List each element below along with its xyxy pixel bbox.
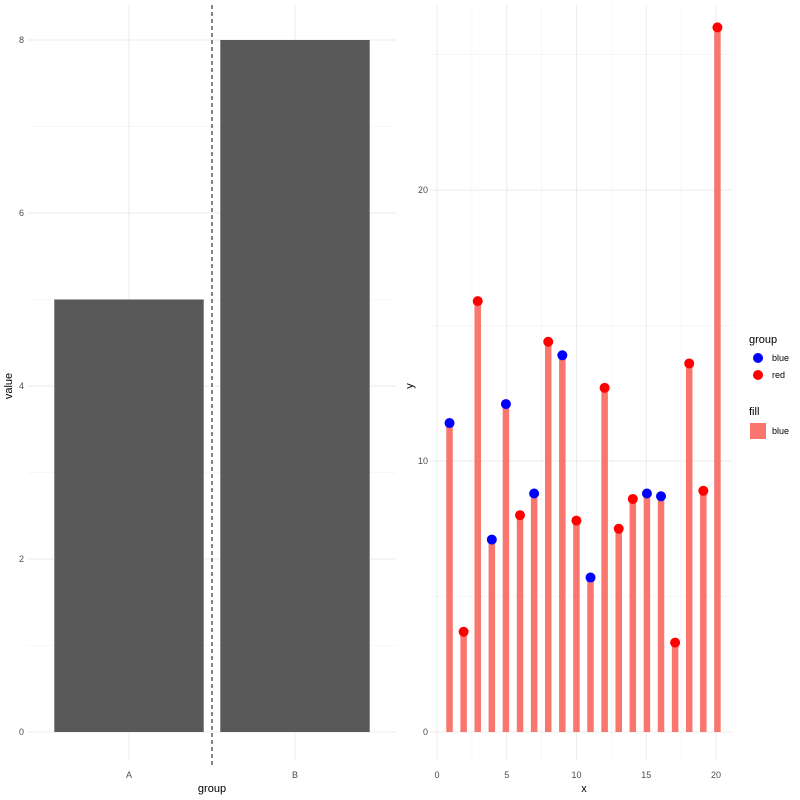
bar-x14: [629, 498, 637, 732]
legend-key-red-point: [753, 370, 763, 380]
right-panel: 0 10 20 0 5 10 15 20 x y: [404, 5, 733, 795]
bar-x7: [530, 493, 538, 732]
right-y-tick-label: 0: [423, 727, 428, 737]
point-x18: [684, 358, 695, 369]
point-x7: [529, 488, 540, 499]
bar-A: [54, 299, 204, 732]
bar-x19: [700, 490, 707, 732]
left-bars: [54, 40, 370, 732]
left-y-tick-label: 0: [19, 727, 24, 737]
right-bars: [446, 27, 721, 732]
point-x14: [627, 493, 638, 504]
right-x-tick-label: 20: [711, 770, 721, 780]
point-x20: [712, 22, 723, 33]
bar-x2: [460, 631, 467, 732]
bar-x17: [671, 642, 679, 732]
point-x15: [641, 488, 652, 499]
legend: group blue red fill blue: [749, 334, 789, 439]
left-y-tick-label: 2: [19, 554, 24, 564]
bar-x11: [587, 577, 594, 732]
legend-key-blue-point: [753, 353, 763, 363]
left-y-tick-label: 4: [19, 381, 24, 391]
bar-x1: [446, 423, 453, 732]
point-x19: [698, 485, 709, 496]
point-x9: [557, 350, 568, 361]
right-x-tick-label: 10: [571, 770, 581, 780]
point-x6: [515, 510, 526, 521]
legend-label-fill-blue: blue: [772, 426, 789, 436]
bar-x13: [615, 528, 622, 732]
right-y-tick-label: 10: [418, 456, 428, 466]
left-y-axis-title: value: [3, 373, 15, 399]
bar-x9: [559, 355, 566, 732]
bar-x4: [488, 539, 496, 732]
bar-x6: [516, 515, 524, 732]
bar-x12: [601, 387, 608, 732]
point-x17: [670, 637, 681, 648]
point-x16: [656, 491, 667, 502]
bar-x5: [502, 404, 510, 732]
point-x12: [599, 382, 610, 393]
point-x2: [458, 626, 469, 637]
bar-x18: [685, 363, 693, 732]
legend-label-blue: blue: [772, 353, 789, 363]
right-x-axis-title: x: [581, 783, 587, 795]
point-x1: [444, 418, 455, 429]
legend-fill-title: fill: [749, 406, 759, 418]
legend-group-title: group: [749, 334, 777, 346]
right-x-tick-label: 0: [434, 770, 439, 780]
point-x13: [613, 523, 624, 534]
bar-B: [220, 40, 370, 732]
legend-key-fill: [750, 423, 766, 439]
right-points: [444, 22, 723, 648]
left-x-tick-label: B: [292, 770, 298, 780]
bar-x15: [643, 493, 651, 732]
right-x-tick-labels: 0 5 10 15 20: [434, 770, 721, 780]
bar-x3: [474, 301, 481, 732]
left-x-axis-title: group: [198, 783, 226, 795]
left-x-tick-label: A: [126, 770, 132, 780]
right-x-tick-label: 5: [504, 770, 509, 780]
legend-label-red: red: [772, 370, 785, 380]
point-x4: [486, 534, 497, 545]
point-x10: [571, 515, 582, 526]
point-x5: [500, 399, 511, 410]
right-y-tick-labels: 0 10 20: [418, 185, 428, 737]
left-y-tick-label: 6: [19, 208, 24, 218]
bar-x20: [714, 27, 721, 732]
point-x8: [543, 336, 554, 347]
right-y-axis-title: y: [404, 383, 416, 389]
bar-x8: [544, 341, 552, 732]
right-y-tick-label: 20: [418, 185, 428, 195]
bar-x10: [573, 520, 580, 732]
point-x3: [472, 296, 483, 307]
left-y-tick-labels: 0 2 4 6 8: [19, 35, 24, 737]
bar-x16: [657, 496, 665, 732]
point-x11: [585, 572, 596, 583]
left-y-tick-label: 8: [19, 35, 24, 45]
right-x-tick-label: 15: [641, 770, 651, 780]
